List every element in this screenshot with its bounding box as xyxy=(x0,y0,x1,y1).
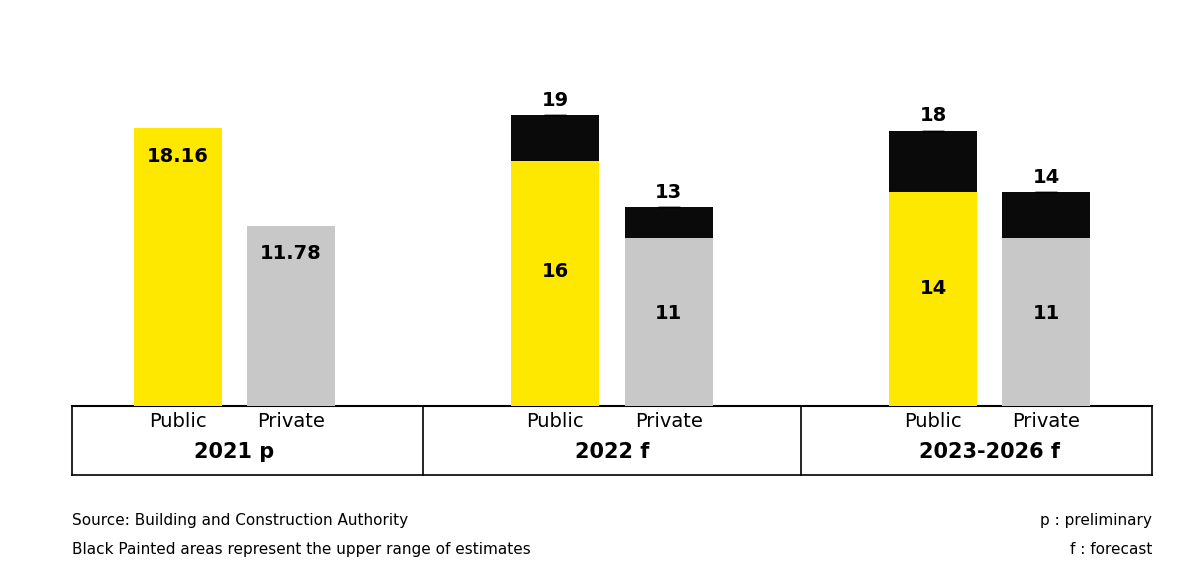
Bar xyxy=(133,128,222,406)
Bar xyxy=(889,192,977,406)
Bar xyxy=(1002,238,1091,406)
Text: Source: Building and Construction Authority: Source: Building and Construction Author… xyxy=(72,513,408,528)
Text: Private: Private xyxy=(1013,412,1080,431)
Text: 11: 11 xyxy=(655,304,683,323)
Text: f : forecast: f : forecast xyxy=(1069,542,1152,557)
Text: 14: 14 xyxy=(1033,168,1060,187)
Text: 14: 14 xyxy=(919,279,947,298)
Text: 2021 p: 2021 p xyxy=(194,442,275,462)
Text: Public: Public xyxy=(527,412,584,431)
Text: 16: 16 xyxy=(541,262,569,281)
Text: 2022 f: 2022 f xyxy=(575,442,649,462)
Text: 11.78: 11.78 xyxy=(260,244,322,263)
Bar xyxy=(624,207,713,238)
Bar xyxy=(511,161,600,406)
Text: Private: Private xyxy=(635,412,702,431)
Text: Black Painted areas represent the upper range of estimates: Black Painted areas represent the upper … xyxy=(72,542,530,557)
Bar xyxy=(624,238,713,406)
Bar xyxy=(1002,192,1091,238)
Text: Public: Public xyxy=(904,412,961,431)
Bar xyxy=(511,115,600,161)
Text: Private: Private xyxy=(257,412,325,431)
Text: 18.16: 18.16 xyxy=(146,147,209,166)
Text: p : preliminary: p : preliminary xyxy=(1040,513,1152,528)
Text: Public: Public xyxy=(149,412,206,431)
Text: 18: 18 xyxy=(919,106,947,125)
Bar xyxy=(247,226,335,406)
Text: 11: 11 xyxy=(1033,304,1060,323)
Text: 2023-2026 f: 2023-2026 f xyxy=(919,442,1060,462)
Text: 13: 13 xyxy=(655,183,683,202)
Bar xyxy=(889,130,977,192)
Text: 19: 19 xyxy=(541,91,569,110)
